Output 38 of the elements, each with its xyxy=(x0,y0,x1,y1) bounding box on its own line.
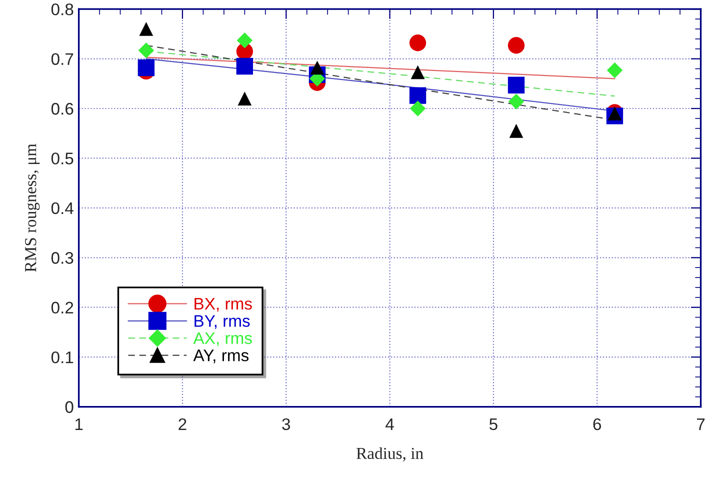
point xyxy=(409,34,426,52)
point xyxy=(508,37,525,54)
point xyxy=(238,92,252,106)
y-tick-label: 0.5 xyxy=(51,152,74,164)
y-tick-label: 0.8 xyxy=(51,3,74,16)
point xyxy=(508,76,525,94)
x-tick-label: 6 xyxy=(593,418,602,430)
point xyxy=(236,32,253,48)
legend-label: BX, rms xyxy=(194,298,252,312)
x-tick-label: 3 xyxy=(282,418,290,430)
y-tick-label: 0.3 xyxy=(51,252,74,264)
y-tick-label: 0 xyxy=(65,401,74,413)
point xyxy=(606,62,623,78)
point xyxy=(236,58,253,75)
y-axis-title: RMS rougness, μm xyxy=(25,144,40,272)
point xyxy=(138,59,155,76)
legend-label: AX, rms xyxy=(193,332,252,346)
y-tick-label: 0.4 xyxy=(51,202,74,214)
point xyxy=(509,124,524,138)
legend-label: BY, rms xyxy=(194,315,250,329)
legend-label: AY, rms xyxy=(193,350,249,364)
point xyxy=(410,100,426,116)
y-tick-label: 0.6 xyxy=(51,102,74,115)
point xyxy=(508,94,524,110)
x-tick-label: 1 xyxy=(75,418,83,430)
point xyxy=(310,60,324,75)
point xyxy=(409,87,426,104)
x-tick-label: 4 xyxy=(386,418,394,430)
point xyxy=(410,65,425,80)
x-axis-title: Radius, in xyxy=(356,447,424,462)
y-tick-label: 0.1 xyxy=(51,351,74,364)
x-tick-label: 7 xyxy=(696,418,705,430)
point xyxy=(138,42,154,58)
y-tick-label: 0.7 xyxy=(51,53,74,65)
x-tick-label: 5 xyxy=(489,418,498,430)
point xyxy=(139,22,154,36)
x-tick-label: 2 xyxy=(178,418,186,430)
y-tick-label: 0.2 xyxy=(51,302,74,314)
